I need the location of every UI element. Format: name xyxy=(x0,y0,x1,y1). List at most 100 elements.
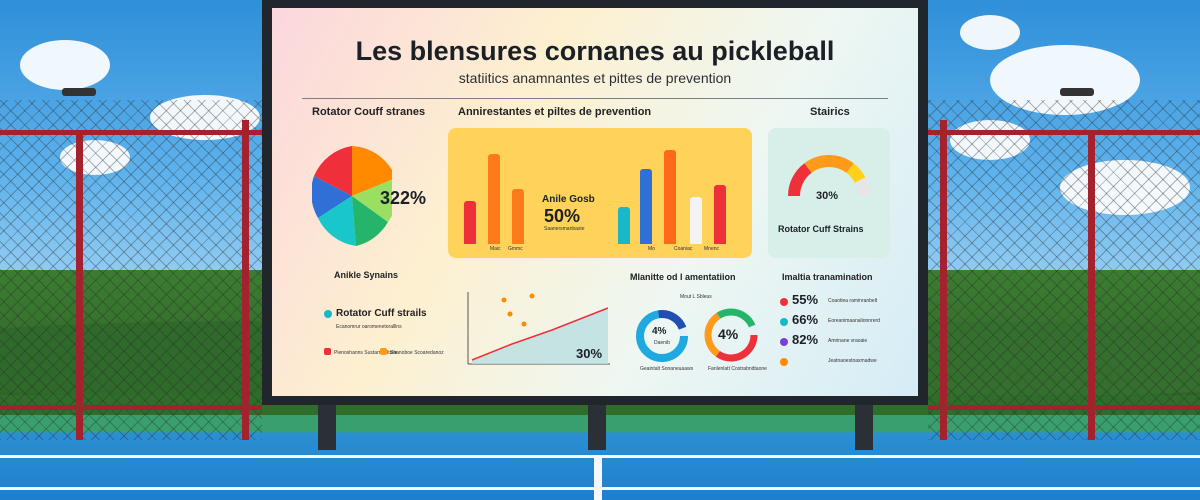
donut-left-caption: Geaintalt Sonaneuaaws xyxy=(640,366,694,372)
pie-slice xyxy=(318,196,356,246)
stat-value: 82% xyxy=(792,332,819,347)
fence-rail xyxy=(928,405,1200,410)
gauge-fill-yellow xyxy=(846,163,866,183)
stat-dot xyxy=(780,338,788,346)
donut-header: Mout L Sbleus xyxy=(680,294,712,300)
cloud xyxy=(950,120,1030,160)
stat-note: Eoreanimaanalionnrerd xyxy=(828,318,880,324)
gauge-fill-red xyxy=(788,163,812,197)
donut-arc xyxy=(704,308,758,362)
stat-note: Jeatnaoestoaxmadwe xyxy=(828,358,877,364)
donut-arc xyxy=(636,310,688,362)
donut-left-sub: Daenib xyxy=(654,340,670,346)
section-label-mid-right: Imaltia tranamination xyxy=(782,272,873,282)
fence-rail xyxy=(0,405,262,410)
line-chart-series xyxy=(471,307,609,361)
tick-label: Mnenc xyxy=(704,246,720,252)
scatter-point xyxy=(507,311,513,317)
stat-note: Amrinane vraoaie xyxy=(828,338,868,344)
bar xyxy=(714,185,726,244)
court-lamp xyxy=(1060,88,1094,96)
donut-arc xyxy=(636,310,688,362)
legend-square xyxy=(380,348,387,355)
section-label-mid-left: Anikle Synains xyxy=(334,270,399,280)
board-leg xyxy=(318,400,336,450)
tick-label: Mo xyxy=(648,246,655,252)
gauge-value: 30% xyxy=(816,190,839,202)
cloud xyxy=(60,140,130,175)
board-subtitle: statiitics anamnantes et pittes de preve… xyxy=(458,70,732,86)
bar xyxy=(464,201,476,244)
section-label-right: Stairics xyxy=(810,106,850,118)
gauge-caption: Rotator Cuff Strains xyxy=(778,224,864,234)
legend-item-2: Ecanomrur oaromenetoralllns xyxy=(336,324,402,330)
bar-chart-panel: Anile Gosb 50% Saanersmanbaste Maic Gmmc M… xyxy=(448,128,752,258)
pie-slice xyxy=(352,179,392,222)
fence-rail xyxy=(0,130,262,135)
pie-slice xyxy=(312,176,352,218)
fence-post xyxy=(940,120,947,440)
divider xyxy=(302,98,888,99)
bar-tick-labels: Maic Gmmc Mo Coaniac Mnenc xyxy=(478,246,728,254)
bar xyxy=(690,197,702,244)
donut-left xyxy=(636,310,688,362)
gauge-fill-orange xyxy=(804,155,854,173)
section-label-left: Rotator Couff stranes xyxy=(312,106,426,118)
fence-rail xyxy=(928,130,1200,135)
fence-post xyxy=(76,130,83,440)
legend-square xyxy=(324,348,331,355)
bar-center-value: 50% xyxy=(544,206,581,226)
scatter-point xyxy=(501,297,507,303)
stat-dot xyxy=(780,358,788,366)
cloud xyxy=(960,15,1020,50)
fence-left xyxy=(0,100,262,440)
stat-value: 55% xyxy=(792,292,819,307)
bar-center-note: Saanersmanbaste xyxy=(544,226,585,232)
legend-dot xyxy=(324,310,332,318)
bar-chart xyxy=(458,142,742,244)
court-lamp xyxy=(62,88,96,96)
tick-label: Gmmc xyxy=(508,246,523,252)
board-title: Les blensures cornanes au pickleball xyxy=(355,36,835,66)
stat-dot xyxy=(780,318,788,326)
scatter-point xyxy=(521,321,527,327)
cloud xyxy=(990,45,1140,115)
court-line xyxy=(0,487,1200,490)
pie-slice xyxy=(314,146,352,196)
bar xyxy=(618,207,630,244)
tick-label: Coaniac xyxy=(674,246,693,252)
board-leg xyxy=(855,400,873,450)
legend-item-1: Rotator Cuff strails xyxy=(336,308,427,319)
stat-note: Coaotiea raminranbelt xyxy=(828,298,878,304)
court-centerline xyxy=(594,455,602,500)
line-value: 30% xyxy=(576,346,603,361)
gauge-panel: 30% Rotator Cuff Strains xyxy=(768,128,890,258)
legend-item-4: Soanoboe Scoaredanoz xyxy=(390,350,444,356)
line-chart xyxy=(467,292,610,365)
bar-center-label: Anile Gosb xyxy=(542,194,595,205)
cloud xyxy=(1060,160,1190,215)
stats-list: 55% Coaotiea raminranbelt 66% Eoreanimaanal… xyxy=(780,292,910,382)
donut-right-caption: Fanlenlatt Costrabndtaone xyxy=(708,366,767,372)
donut-right xyxy=(704,308,758,362)
bar xyxy=(512,189,524,244)
section-label-mid-center: Mlanitte od l amentatiion xyxy=(630,272,736,282)
cloud xyxy=(20,40,110,90)
fence-right xyxy=(928,100,1200,440)
donut-arc xyxy=(704,308,758,362)
donut-left-value: 4% xyxy=(652,326,667,337)
pie-value: 322% xyxy=(380,188,427,208)
pie-slice xyxy=(352,196,388,246)
bar xyxy=(488,154,500,244)
board-leg xyxy=(588,400,606,450)
legend-item-3: Pienoshanns Sustarnealtuile xyxy=(334,350,398,356)
section-label-center: Annirestantes et piltes de prevention xyxy=(458,106,652,118)
scatter-point xyxy=(529,293,535,299)
stat-dot xyxy=(780,298,788,306)
fence-post xyxy=(242,120,249,440)
bar xyxy=(664,150,676,244)
fence-post xyxy=(1088,130,1095,440)
tick-label: Maic xyxy=(490,246,501,252)
pie-slice xyxy=(352,146,392,196)
bar xyxy=(640,169,652,244)
